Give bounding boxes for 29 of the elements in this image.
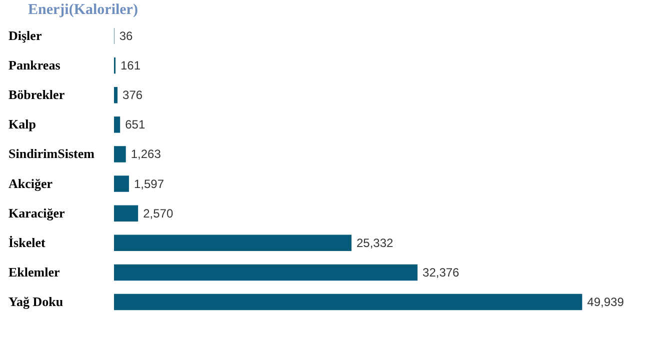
data-label: 49,939 xyxy=(587,295,624,310)
bar xyxy=(114,234,352,252)
data-label: 36 xyxy=(119,28,134,43)
data-label: 1,263 xyxy=(130,147,162,162)
y-tick-label: Akciğer xyxy=(8,176,53,191)
data-label: 376 xyxy=(122,88,143,102)
y-tick-label: Pankreas xyxy=(8,58,60,73)
data-label: 25,332 xyxy=(356,236,394,250)
y-tick-label: Dişler xyxy=(8,28,42,43)
y-tick-label: İskelet xyxy=(8,234,46,250)
data-label: 32,376 xyxy=(422,265,460,280)
bar xyxy=(114,176,129,192)
bar xyxy=(114,116,120,133)
data-label: 2,570 xyxy=(143,206,174,220)
y-tick-label: Eklemler xyxy=(8,264,60,280)
bar xyxy=(114,294,582,310)
y-tick-label: Karaciğer xyxy=(8,205,66,220)
data-label: 651 xyxy=(125,118,146,132)
bar xyxy=(114,205,138,222)
bar xyxy=(114,86,118,104)
bar xyxy=(114,146,126,162)
data-label: 1,597 xyxy=(134,176,164,191)
y-tick-label: SindirimSistem xyxy=(8,146,95,162)
y-tick-label: Kalp xyxy=(8,116,36,132)
y-tick-label: Yağ Doku xyxy=(8,294,64,310)
chart-title: Enerji(Kaloriler) xyxy=(28,2,138,18)
data-label: 161 xyxy=(120,58,141,73)
bar xyxy=(114,264,418,281)
y-tick-label: Böbrekler xyxy=(8,87,65,102)
